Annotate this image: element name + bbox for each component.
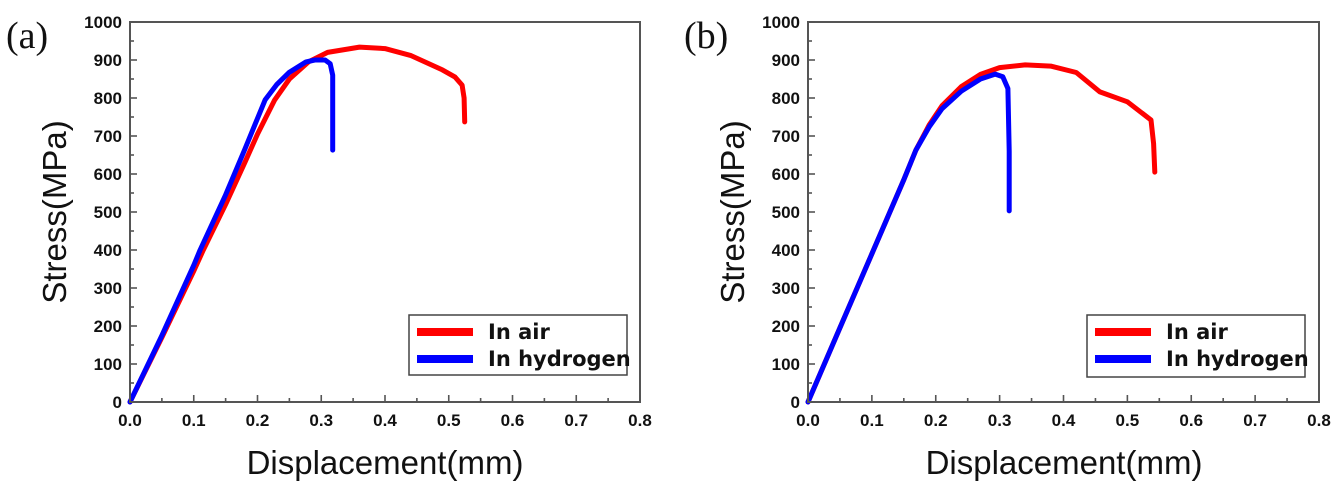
panel-a-y-tick-label: 200	[94, 317, 122, 336]
panel-b-series-in-hydrogen-line	[805, 71, 1012, 405]
panel-b-label: (b)	[684, 15, 728, 57]
panel-a-plot-area: 0.0 0.1 0.2 0.3 0.4 0.5 0.6 0.7 0.8 0 100 200 300 400…	[84, 13, 652, 430]
panel-b-y-axis-label: Stress(MPa)	[714, 120, 751, 303]
panel-b-legend-box	[1086, 314, 1306, 378]
panel-a-x-tick-label: 0.2	[246, 411, 270, 430]
panel-b-x-tick-label: 0.4	[1052, 411, 1076, 430]
panel-b-legend-label-in-hydrogen: In hydrogen	[1166, 347, 1309, 371]
panel-b-x-tick-label: 0.0	[796, 411, 820, 430]
panel-a-y-tick-label: 800	[94, 89, 122, 108]
panel-b-y-tick-label: 900	[772, 51, 800, 70]
panel-a-y-tick-label: 100	[94, 355, 122, 374]
panel-b-x-tick-label: 0.7	[1243, 411, 1267, 430]
panel-b-y-tick-label: 200	[772, 317, 800, 336]
panel-b-y-tick-label: 300	[772, 279, 800, 298]
panel-b-legend: In air In hydrogen	[1086, 314, 1309, 378]
panel-a-y-axis-label: Stress(MPa)	[36, 120, 73, 303]
panel-a-label: (a)	[6, 15, 48, 57]
panel-a-x-tick-label: 0.4	[373, 411, 397, 430]
panel-a-series-in-hydrogen-line	[127, 57, 336, 405]
panel-a-x-axis-label: Displacement(mm)	[247, 444, 524, 481]
panel-b-x-tick-label: 0.8	[1307, 411, 1331, 430]
panel-a-x-tick-label: 0.8	[628, 411, 652, 430]
panel-b-y-tick-label: 700	[772, 127, 800, 146]
panel-a-x-tick-label: 0.1	[182, 411, 206, 430]
panel-a-legend-label-in-hydrogen: In hydrogen	[488, 347, 631, 371]
panel-a-y-tick-label: 900	[94, 51, 122, 70]
panel-a-y-tick-label: 600	[94, 165, 122, 184]
panel-a-x-tick-label: 0.6	[501, 411, 525, 430]
panel-a-x-tick-label: 0.7	[564, 411, 588, 430]
panel-a-legend-box	[408, 314, 628, 376]
panel-b: (b) 0.0 0.1 0.2 0.3 0.4 0.5 0.6 0.7 0.8 0 100 200 30…	[684, 13, 1331, 481]
panel-b-y-tick-label: 500	[772, 203, 800, 222]
panel-a-y-tick-label: 1000	[84, 13, 122, 32]
panel-b-x-tick-label: 0.1	[860, 411, 884, 430]
panel-b-x-tick-label: 0.6	[1179, 411, 1203, 430]
panel-b-x-tick-label: 0.3	[988, 411, 1012, 430]
panel-b-legend-label-in-air: In air	[1166, 320, 1228, 344]
panel-a-legend: In air In hydrogen	[408, 314, 631, 376]
panel-b-x-axis-label: Displacement(mm)	[926, 444, 1203, 481]
panel-a-y-tick-label: 500	[94, 203, 122, 222]
panel-b-y-tick-label: 600	[772, 165, 800, 184]
panel-a: (a) 0.0 0.1 0.2 0.3 0.4 0.5 0.6 0.7 0.8 0 100 200 30…	[6, 13, 652, 481]
panel-b-y-tick-label: 1000	[762, 13, 800, 32]
panel-a-y-tick-label: 700	[94, 127, 122, 146]
panel-b-y-tick-label: 800	[772, 89, 800, 108]
panel-b-y-tick-label: 400	[772, 241, 800, 260]
panel-a-y-tick-label: 300	[94, 279, 122, 298]
panel-b-x-tick-label: 0.5	[1116, 411, 1140, 430]
panel-a-legend-label-in-air: In air	[488, 320, 550, 344]
panel-b-y-tick-label: 0	[791, 393, 800, 412]
panel-b-y-tick-label: 100	[772, 355, 800, 374]
panel-a-y-tick-label: 0	[113, 393, 122, 412]
panel-a-x-tick-label: 0.0	[118, 411, 142, 430]
panel-a-x-tick-label: 0.5	[437, 411, 461, 430]
panel-a-y-tick-label: 400	[94, 241, 122, 260]
panel-b-plot-area: 0.0 0.1 0.2 0.3 0.4 0.5 0.6 0.7 0.8 0 100 200 300 400…	[762, 13, 1331, 430]
panel-a-x-tick-label: 0.3	[309, 411, 333, 430]
panel-b-x-tick-label: 0.2	[924, 411, 948, 430]
